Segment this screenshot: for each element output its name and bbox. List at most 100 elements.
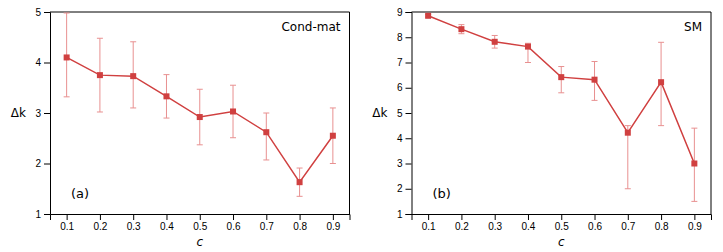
x-tick-mark xyxy=(694,214,695,220)
y-tick: 2 xyxy=(397,183,412,194)
x-tick-label: 0.4 xyxy=(522,221,536,232)
x-tick: 0.6 xyxy=(588,214,602,232)
plot-frame xyxy=(50,12,350,214)
x-tick-mark xyxy=(495,214,496,220)
y-axis-title: Δk xyxy=(372,106,387,120)
panel: 0.10.20.30.40.50.60.70.80.912345cΔkCond-… xyxy=(11,7,350,249)
error-bar xyxy=(691,128,697,201)
x-tick: 0.1 xyxy=(60,214,74,232)
y-tick: 7 xyxy=(397,57,412,68)
y-tick-label: 6 xyxy=(397,82,403,93)
y-tick-label: 1 xyxy=(397,209,403,220)
x-tick-mark xyxy=(595,214,596,220)
x-tick: 0.2 xyxy=(93,214,107,232)
x-tick: 0.6 xyxy=(227,214,241,232)
x-tick-label: 0.8 xyxy=(293,221,307,232)
y-tick-mark xyxy=(406,189,412,190)
x-tick: 0.3 xyxy=(127,214,141,232)
panel-label: (a) xyxy=(71,186,89,201)
x-tick-mark xyxy=(661,214,662,220)
marker xyxy=(425,13,431,19)
y-tick-mark xyxy=(44,164,50,165)
y-tick-label: 3 xyxy=(397,158,403,169)
y-tick-mark xyxy=(406,37,412,38)
x-tick-mark xyxy=(67,214,68,220)
marker xyxy=(130,73,136,79)
y-tick: 1 xyxy=(397,209,412,220)
x-tick-label: 0.7 xyxy=(621,221,635,232)
marker xyxy=(458,26,464,32)
y-tick-label: 3 xyxy=(35,108,41,119)
y-tick: 2 xyxy=(35,158,50,169)
y-tick-mark xyxy=(44,113,50,114)
y-tick: 6 xyxy=(397,82,412,93)
x-tick-label: 0.8 xyxy=(655,221,669,232)
x-tick-label: 0.3 xyxy=(127,221,141,232)
y-tick-label: 8 xyxy=(397,32,403,43)
x-tick-mark xyxy=(528,214,529,220)
marker xyxy=(163,93,169,99)
marker xyxy=(658,79,664,85)
x-tick-label: 0.1 xyxy=(422,221,436,232)
x-tick: 0.4 xyxy=(160,214,174,232)
y-tick-label: 5 xyxy=(397,108,403,119)
x-tick-mark xyxy=(333,214,334,220)
panel: 0.10.20.30.40.50.60.70.80.9123456789cΔkS… xyxy=(372,7,711,249)
panel-title: SM xyxy=(684,20,702,34)
x-axis-line xyxy=(412,215,712,221)
x-tick-mark xyxy=(300,214,301,220)
x-tick-label: 0.6 xyxy=(227,221,241,232)
y-tick-label: 2 xyxy=(35,158,41,169)
x-tick-mark xyxy=(166,214,167,220)
y-tick: 5 xyxy=(397,108,412,119)
x-tick-label: 0.5 xyxy=(555,221,569,232)
x-tick-label: 0.9 xyxy=(688,221,702,232)
x-axis: 0.10.20.30.40.50.60.70.80.9 xyxy=(412,214,712,232)
x-tick-mark xyxy=(428,214,429,220)
error-bar xyxy=(592,61,598,100)
marker xyxy=(330,133,336,139)
x-tick-label: 0.1 xyxy=(60,221,74,232)
x-tick-mark xyxy=(200,214,201,220)
error-bar xyxy=(97,38,103,112)
marker xyxy=(97,72,103,78)
plot-area xyxy=(425,13,697,202)
y-tick: 3 xyxy=(397,158,412,169)
error-bar xyxy=(64,13,70,97)
y-tick-label: 5 xyxy=(35,7,41,18)
y-axis-line xyxy=(44,13,51,215)
y-axis: 1 2 3 4 5 6 7 8 9 xyxy=(397,7,412,220)
y-tick-mark xyxy=(406,138,412,139)
x-tick-label: 0.9 xyxy=(326,221,340,232)
y-tick-mark xyxy=(406,88,412,89)
x-tick-mark xyxy=(133,214,134,220)
x-axis: 0.10.20.30.40.50.60.70.80.9 xyxy=(51,214,351,232)
x-tick-label: 0.5 xyxy=(193,221,207,232)
marker xyxy=(625,130,631,136)
error-bar xyxy=(625,126,631,189)
x-tick: 0.9 xyxy=(326,214,340,232)
error-bar xyxy=(492,35,498,48)
x-axis-line xyxy=(51,215,351,221)
marker xyxy=(592,77,598,83)
y-tick-label: 9 xyxy=(397,7,403,18)
error-bar xyxy=(163,75,169,118)
error-bar xyxy=(658,42,664,125)
y-tick: 8 xyxy=(397,32,412,43)
y-tick-label: 4 xyxy=(397,133,403,144)
y-tick: 5 xyxy=(35,7,50,18)
error-bar xyxy=(297,168,303,196)
marker xyxy=(263,129,269,135)
x-tick-mark xyxy=(461,214,462,220)
error-bar xyxy=(197,89,203,145)
marker xyxy=(64,54,70,60)
x-tick-label: 0.4 xyxy=(160,221,174,232)
y-tick-mark xyxy=(406,113,412,114)
x-axis-title: c xyxy=(196,235,203,249)
error-bar xyxy=(230,85,236,138)
error-bar xyxy=(525,43,531,62)
x-tick-mark xyxy=(233,214,234,220)
y-tick-mark xyxy=(406,12,412,13)
series-line xyxy=(428,16,694,164)
x-tick: 0.5 xyxy=(193,214,207,232)
